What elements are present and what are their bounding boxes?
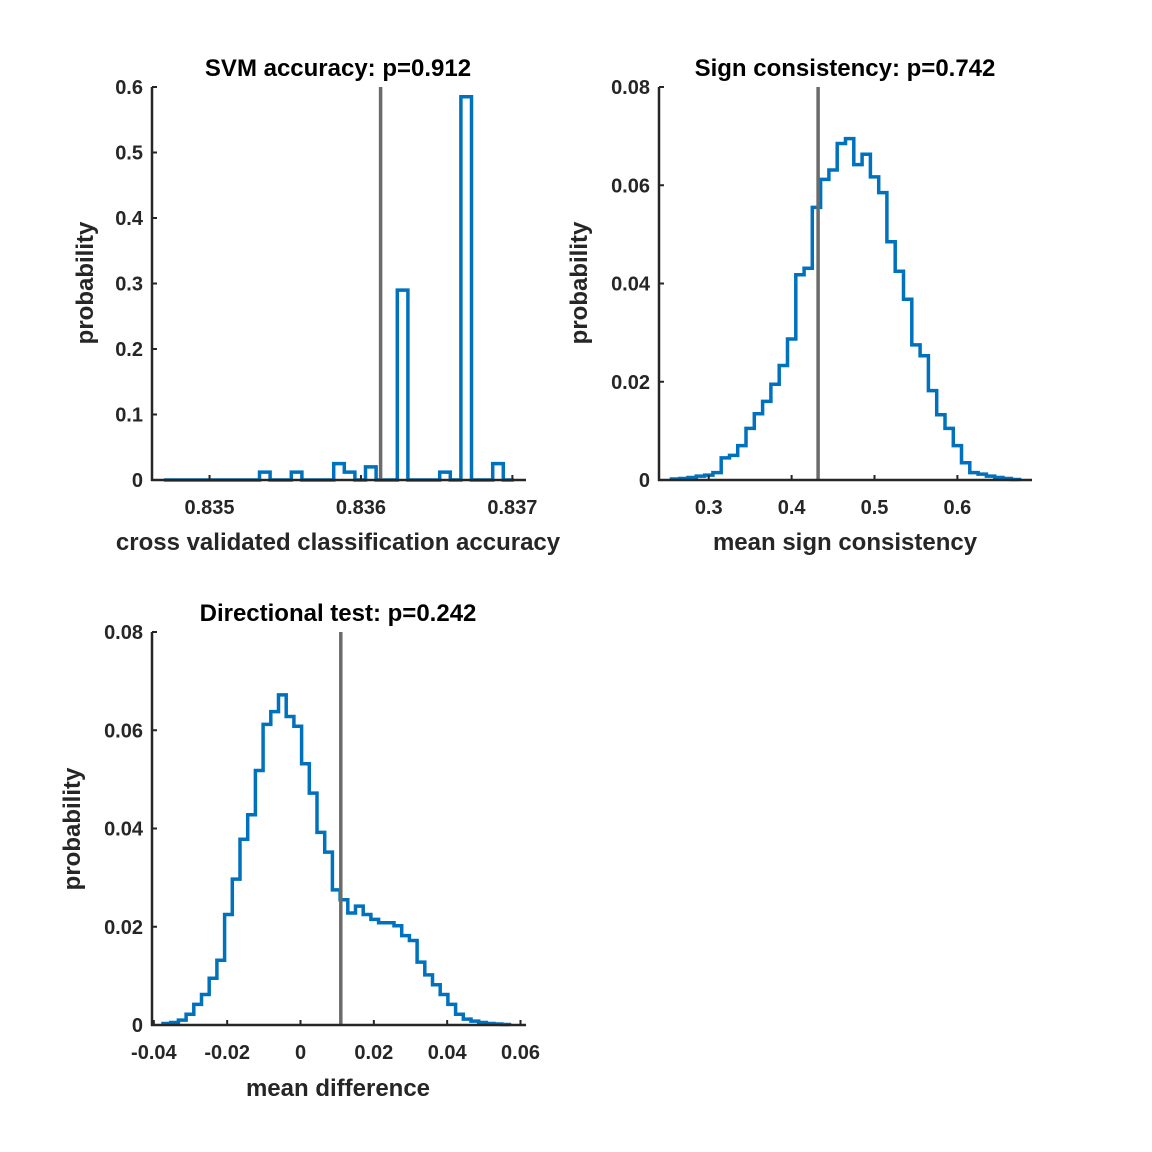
y-tick-label: 0	[639, 470, 650, 492]
panel-title: SVM accuracy: p=0.912	[205, 55, 471, 82]
x-axis-label: mean sign consistency	[713, 529, 978, 556]
y-axis-label: probability	[72, 221, 99, 344]
x-tick-label: 0.836	[336, 497, 386, 519]
y-tick-label: 0.2	[115, 339, 143, 361]
y-tick-label: 0.06	[611, 175, 650, 197]
x-tick-label: 0.5	[861, 497, 889, 519]
x-tick-label: 0.837	[487, 497, 537, 519]
y-axis-label: probability	[566, 221, 593, 344]
panel-title: Sign consistency: p=0.742	[695, 55, 996, 82]
x-tick-label: 0.6	[943, 497, 971, 519]
svm-accuracy-panel: SVM accuracy: p=0.912 cross validated cl…	[72, 55, 561, 556]
x-tick-label: -0.02	[204, 1042, 250, 1064]
x-axis-label: cross validated classification accuracy	[116, 529, 561, 556]
y-tick-label: 0.06	[104, 720, 143, 742]
x-tick-label: 0.04	[428, 1042, 468, 1064]
x-tick-label: 0.06	[501, 1042, 540, 1064]
y-tick-label: 0.6	[115, 77, 143, 99]
plot-area: 0 0.02 0.04 0.06 0.08 0.3 0.4 0.5 0.6	[611, 77, 1032, 519]
y-tick-label: 0.08	[104, 622, 143, 644]
y-tick-label: 0.5	[115, 143, 143, 165]
x-tick-label: 0.3	[695, 497, 723, 519]
y-tick-label: 0	[132, 470, 143, 492]
y-tick-label: 0.04	[611, 274, 651, 296]
y-tick-label: 0.3	[115, 274, 143, 296]
x-tick-label: 0.4	[778, 497, 807, 519]
x-tick-label: -0.04	[131, 1042, 177, 1064]
directional-test-panel: Directional test: p=0.242 mean differenc…	[59, 600, 540, 1102]
x-tick-label: 0	[295, 1042, 306, 1064]
sign-consistency-panel: Sign consistency: p=0.742 mean sign cons…	[566, 55, 1032, 556]
y-tick-label: 0	[132, 1015, 143, 1037]
x-tick-label: 0.02	[354, 1042, 393, 1064]
y-tick-label: 0.02	[104, 917, 143, 939]
plot-area: 0 0.02 0.04 0.06 0.08 -0.04 -0.02 0 0.02 0.04 0.06	[104, 622, 540, 1064]
x-tick-label: 0.835	[185, 497, 235, 519]
y-tick-label: 0.4	[115, 208, 144, 230]
y-tick-label: 0.02	[611, 372, 650, 394]
y-tick-label: 0.1	[115, 405, 143, 427]
histogram-series	[669, 136, 1022, 482]
panel-title: Directional test: p=0.242	[200, 600, 477, 627]
histogram-series	[161, 693, 512, 1027]
y-tick-label: 0.04	[104, 819, 144, 841]
x-axis-label: mean difference	[246, 1075, 430, 1102]
plot-area: 0 0.1 0.2 0.3 0.4 0.5 0.6 0.835 0.836 0.837	[115, 77, 537, 519]
y-axis-label: probability	[59, 767, 86, 890]
y-tick-label: 0.08	[611, 77, 650, 99]
